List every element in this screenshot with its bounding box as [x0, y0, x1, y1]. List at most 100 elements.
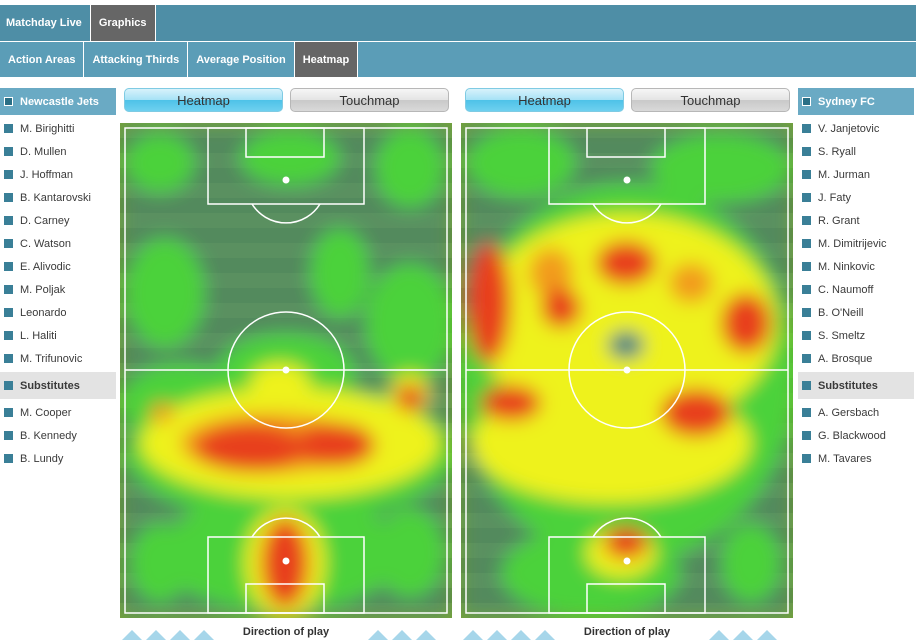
- square-icon: [4, 454, 13, 463]
- list-item[interactable]: M. Cooper: [0, 401, 116, 424]
- chevron-up-icon: [487, 630, 507, 640]
- home-heatmap-button[interactable]: Heatmap: [124, 88, 283, 112]
- away-team-header[interactable]: Sydney FC: [798, 88, 914, 115]
- tab-matchday-live[interactable]: Matchday Live: [0, 5, 91, 41]
- secondary-nav: Action Areas Attacking Thirds Average Po…: [0, 42, 916, 77]
- list-item[interactable]: V. Janjetovic: [798, 117, 914, 140]
- list-item[interactable]: M. Poljak: [0, 278, 116, 301]
- pitch-lines: [465, 127, 789, 614]
- square-icon: [802, 354, 811, 363]
- subs-label: Substitutes: [20, 379, 80, 392]
- square-icon: [802, 193, 811, 202]
- chevron-up-icon: [392, 630, 412, 640]
- player-name: Leonardo: [20, 306, 67, 319]
- player-name: D. Mullen: [20, 145, 67, 158]
- square-icon: [4, 147, 13, 156]
- list-item[interactable]: C. Watson: [0, 232, 116, 255]
- home-team-header[interactable]: Newcastle Jets: [0, 88, 116, 115]
- player-name: M. Dimitrijevic: [818, 237, 887, 250]
- list-item[interactable]: D. Carney: [0, 209, 116, 232]
- away-team-panel: Sydney FC V. Janjetovic S. Ryall M. Jurm…: [798, 88, 914, 470]
- home-touchmap-button[interactable]: Touchmap: [290, 88, 449, 112]
- list-item[interactable]: A. Gersbach: [798, 401, 914, 424]
- square-icon: [4, 216, 13, 225]
- square-icon: [4, 124, 13, 133]
- list-item[interactable]: G. Blackwood: [798, 424, 914, 447]
- player-name: B. O'Neill: [818, 306, 864, 319]
- player-name: M. Birighitti: [20, 122, 75, 135]
- square-icon: [802, 262, 811, 271]
- list-item[interactable]: M. Ninkovic: [798, 255, 914, 278]
- player-name: B. Kennedy: [20, 429, 77, 442]
- player-name: B. Lundy: [20, 452, 64, 465]
- home-direction-of-play: Direction of play: [120, 624, 452, 640]
- square-icon: [802, 285, 811, 294]
- list-item[interactable]: S. Smeltz: [798, 324, 914, 347]
- direction-label: Direction of play: [583, 626, 671, 638]
- list-item[interactable]: J. Faty: [798, 186, 914, 209]
- player-name: S. Ryall: [818, 145, 856, 158]
- list-item[interactable]: R. Grant: [798, 209, 914, 232]
- list-item[interactable]: Leonardo: [0, 301, 116, 324]
- chevron-up-icon: [757, 630, 777, 640]
- list-item[interactable]: M. Tavares: [798, 447, 914, 470]
- tab-attacking-thirds[interactable]: Attacking Thirds: [84, 42, 189, 77]
- square-icon: [802, 408, 811, 417]
- player-name: M. Tavares: [818, 452, 872, 465]
- square-icon: [802, 147, 811, 156]
- away-subs-header[interactable]: Substitutes: [798, 372, 914, 399]
- square-icon: [802, 239, 811, 248]
- square-icon: [802, 124, 811, 133]
- chevron-up-icon: [733, 630, 753, 640]
- list-item[interactable]: M. Dimitrijevic: [798, 232, 914, 255]
- player-name: S. Smeltz: [818, 329, 866, 342]
- list-item[interactable]: L. Haliti: [0, 324, 116, 347]
- direction-label: Direction of play: [242, 626, 330, 638]
- square-icon: [4, 193, 13, 202]
- list-item[interactable]: M. Jurman: [798, 163, 914, 186]
- chevron-up-icon: [463, 630, 483, 640]
- home-heatmap-svg: [120, 123, 452, 618]
- home-subs-header[interactable]: Substitutes: [0, 372, 116, 399]
- away-heatmap-button[interactable]: Heatmap: [465, 88, 624, 112]
- tab-graphics[interactable]: Graphics: [90, 5, 156, 41]
- tab-average-position[interactable]: Average Position: [188, 42, 295, 77]
- list-item[interactable]: A. Brosque: [798, 347, 914, 370]
- square-icon: [802, 216, 811, 225]
- list-item[interactable]: J. Hoffman: [0, 163, 116, 186]
- away-subs-list: A. Gersbach G. Blackwood M. Tavares: [798, 401, 914, 470]
- list-item[interactable]: D. Mullen: [0, 140, 116, 163]
- list-item[interactable]: E. Alivodic: [0, 255, 116, 278]
- away-direction-of-play: Direction of play: [461, 624, 793, 640]
- chevron-up-icon: [709, 630, 729, 640]
- list-item[interactable]: B. O'Neill: [798, 301, 914, 324]
- list-item[interactable]: C. Naumoff: [798, 278, 914, 301]
- list-item[interactable]: B. Kantarovski: [0, 186, 116, 209]
- home-team-panel: Newcastle Jets M. Birighitti D. Mullen J…: [0, 88, 116, 470]
- chevron-up-icon: [122, 630, 142, 640]
- chevron-up-icon: [194, 630, 214, 640]
- away-touchmap-button[interactable]: Touchmap: [631, 88, 790, 112]
- primary-nav: Matchday Live Graphics: [0, 5, 916, 41]
- player-name: A. Brosque: [818, 352, 873, 365]
- list-item[interactable]: B. Kennedy: [0, 424, 116, 447]
- list-item[interactable]: B. Lundy: [0, 447, 116, 470]
- square-icon: [4, 308, 13, 317]
- square-icon: [802, 331, 811, 340]
- list-item[interactable]: S. Ryall: [798, 140, 914, 163]
- square-icon: [4, 239, 13, 248]
- square-icon: [4, 431, 13, 440]
- square-icon: [4, 285, 13, 294]
- list-item[interactable]: M. Birighitti: [0, 117, 116, 140]
- player-name: A. Gersbach: [818, 406, 880, 419]
- chevron-up-icon: [146, 630, 166, 640]
- list-item[interactable]: M. Trifunovic: [0, 347, 116, 370]
- player-name: E. Alivodic: [20, 260, 71, 273]
- player-name: M. Poljak: [20, 283, 66, 296]
- player-name: L. Haliti: [20, 329, 57, 342]
- tab-action-areas[interactable]: Action Areas: [0, 42, 85, 77]
- player-name: J. Hoffman: [20, 168, 73, 181]
- tab-heatmap[interactable]: Heatmap: [294, 42, 359, 77]
- player-name: G. Blackwood: [818, 429, 886, 442]
- player-name: M. Jurman: [818, 168, 870, 181]
